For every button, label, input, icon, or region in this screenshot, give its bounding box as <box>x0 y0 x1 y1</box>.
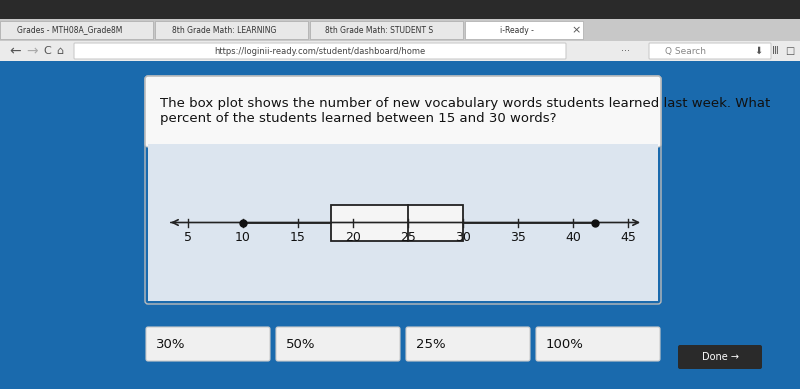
FancyBboxPatch shape <box>406 327 530 361</box>
Text: ←: ← <box>9 44 21 58</box>
Bar <box>0 21 153 39</box>
Bar <box>155 21 308 39</box>
Text: ···: ··· <box>621 46 630 56</box>
Text: 35: 35 <box>510 231 526 244</box>
Text: □: □ <box>786 46 794 56</box>
Text: 20: 20 <box>345 231 361 244</box>
Text: 25%: 25% <box>416 338 446 350</box>
Text: 15: 15 <box>290 231 306 244</box>
Text: 5: 5 <box>184 231 192 244</box>
Text: 25: 25 <box>400 231 416 244</box>
FancyBboxPatch shape <box>649 43 771 59</box>
Text: 30%: 30% <box>156 338 186 350</box>
FancyBboxPatch shape <box>146 327 270 361</box>
Bar <box>0 0 800 19</box>
Text: 8th Grade Math: STUDENT S: 8th Grade Math: STUDENT S <box>326 26 434 35</box>
Text: 30: 30 <box>455 231 471 244</box>
Text: https://loginii-ready.com/student/dashboard/home: https://loginii-ready.com/student/dashbo… <box>214 47 426 56</box>
Text: i-Ready -: i-Ready - <box>500 26 534 35</box>
Text: C: C <box>43 46 51 56</box>
Text: The box plot shows the number of new vocabulary words students learned last week: The box plot shows the number of new voc… <box>160 97 770 110</box>
Text: 45: 45 <box>620 231 636 244</box>
Text: 100%: 100% <box>546 338 584 350</box>
Bar <box>331 205 463 240</box>
Bar <box>465 21 583 39</box>
Text: Q Search: Q Search <box>665 47 706 56</box>
Text: 10: 10 <box>235 231 251 244</box>
FancyBboxPatch shape <box>276 327 400 361</box>
FancyBboxPatch shape <box>74 43 566 59</box>
Text: Done →: Done → <box>702 352 738 362</box>
Bar <box>148 144 658 301</box>
FancyBboxPatch shape <box>678 345 762 369</box>
FancyBboxPatch shape <box>536 327 660 361</box>
Text: percent of the students learned between 15 and 30 words?: percent of the students learned between … <box>160 112 557 125</box>
Text: ⬇: ⬇ <box>754 46 762 56</box>
Text: →: → <box>26 44 38 58</box>
Bar <box>0 19 800 41</box>
FancyBboxPatch shape <box>145 76 661 147</box>
Text: Grades - MTH08A_Grade8M: Grades - MTH08A_Grade8M <box>17 26 122 35</box>
Text: ×: × <box>571 25 581 35</box>
Text: Ⅲ: Ⅲ <box>772 46 778 56</box>
Text: 50%: 50% <box>286 338 315 350</box>
Text: 40: 40 <box>565 231 581 244</box>
Bar <box>310 21 463 39</box>
Bar <box>0 41 800 61</box>
Text: 8th Grade Math: LEARNING: 8th Grade Math: LEARNING <box>172 26 277 35</box>
Text: ⌂: ⌂ <box>57 46 63 56</box>
